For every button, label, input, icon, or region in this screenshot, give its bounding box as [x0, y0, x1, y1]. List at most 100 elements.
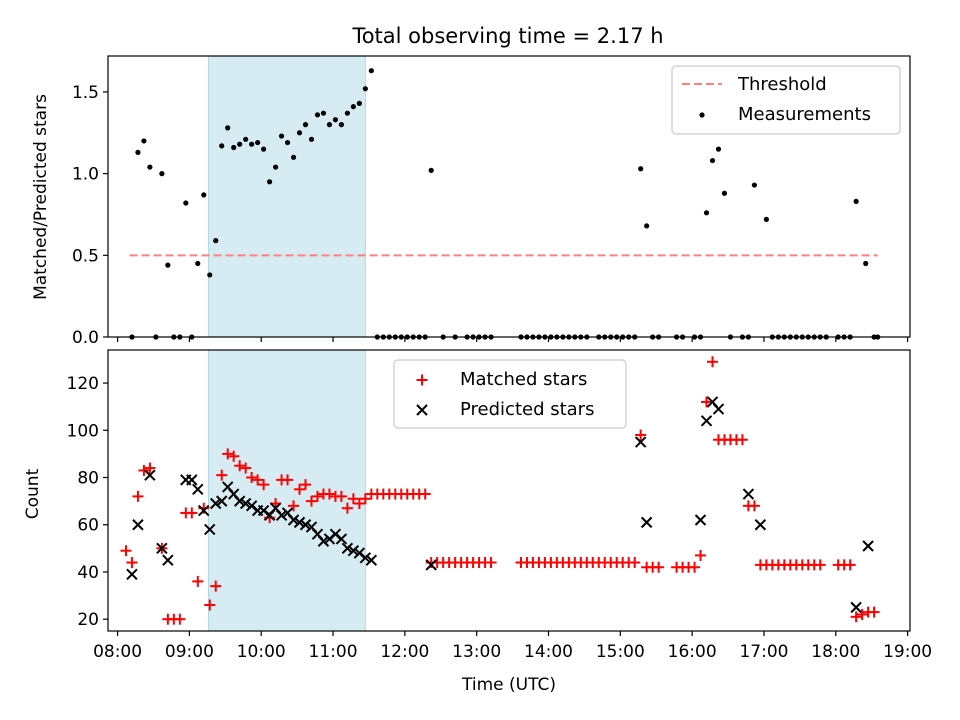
count-y-axis-label: Count: [23, 468, 43, 519]
x-tick-label: 19:00: [883, 642, 932, 662]
predicted-star-point: [216, 495, 228, 507]
matched-star-point: [635, 429, 647, 441]
matched-star-points: [120, 356, 880, 625]
count-subplot: 08:00 09:00 10:00 11:00 12:00 13:00 14:00 15:00…: [23, 349, 932, 695]
x-tick-label: 18:00: [811, 642, 860, 662]
measurement-point: [266, 179, 273, 185]
matched-star-point: [252, 474, 264, 486]
matched-star-point: [850, 611, 862, 623]
figure-title: Total observing time = 2.17 h: [351, 24, 663, 48]
predicted-star-point: [293, 516, 306, 529]
legend-predicted-swatch: [416, 404, 428, 416]
cross-stroke: [754, 519, 767, 531]
cross-stroke: [694, 514, 707, 526]
y-tick-label: 0.5: [72, 246, 99, 266]
predicted-star-point: [239, 497, 252, 510]
measurement-point: [638, 166, 644, 172]
predicted-star-point: [156, 542, 168, 555]
cross-stroke: [245, 500, 258, 512]
measurement-point: [183, 200, 189, 206]
legend-predicted-label: Predicted stars: [460, 399, 594, 420]
predicted-star-point: [365, 554, 378, 566]
matched-star-point: [258, 479, 270, 491]
matched-star-point: [210, 580, 222, 592]
cross-stroke: [233, 495, 246, 507]
measurement-point: [141, 138, 147, 144]
x-tick-label: 15:00: [596, 642, 645, 662]
matched-star-point: [701, 396, 713, 408]
legend-matched-swatch: [416, 374, 428, 386]
matched-star-point: [347, 493, 359, 505]
matched-star-point: [359, 493, 371, 505]
cross-stroke: [162, 554, 174, 566]
observing-window-span: [208, 56, 366, 337]
ratio-x-ticks: [116, 337, 909, 342]
predicted-star-point: [192, 483, 204, 496]
y-tick-label: 20: [77, 610, 99, 630]
measurement-point: [261, 146, 267, 152]
cross-stroke: [186, 474, 198, 486]
cross-stroke: [850, 601, 862, 614]
predicted-star-point: [754, 519, 767, 531]
ratio-y-ticks: 0.0 0.5 1.0 1.5: [72, 83, 108, 348]
predicted-star-point: [640, 516, 653, 529]
cross-stroke: [311, 528, 324, 540]
predicted-star-point: [186, 474, 198, 486]
measurement-point: [237, 141, 243, 147]
y-tick-label: 0.0: [72, 328, 99, 348]
measurement-point: [195, 260, 201, 267]
matched-star-point: [335, 490, 347, 502]
cross-stroke: [275, 509, 288, 522]
cross-stroke: [335, 533, 348, 545]
predicted-star-point: [850, 601, 862, 614]
measurement-point: [207, 272, 213, 278]
y-tick-label: 1.0: [72, 165, 99, 185]
cross-stroke: [239, 497, 252, 510]
measurement-point: [225, 125, 231, 131]
matched-star-point: [868, 606, 880, 618]
legend-cross-marker: [416, 404, 428, 416]
cross-stroke: [287, 514, 300, 526]
cross-stroke: [305, 521, 318, 533]
cross-stroke: [712, 403, 725, 415]
measurement-point: [278, 133, 285, 139]
measurement-point: [165, 262, 171, 268]
measurement-point: [302, 122, 309, 128]
measurement-point: [763, 216, 769, 222]
measurement-point: [362, 86, 368, 92]
cross-stroke: [126, 568, 138, 581]
matched-star-point: [228, 450, 240, 462]
count-x-axis-label: Time (UTC): [461, 675, 556, 695]
cross-stroke: [299, 519, 312, 531]
measurement-point: [231, 144, 237, 151]
x-tick-label: 14:00: [524, 642, 573, 662]
measurement-point: [159, 171, 165, 177]
cross-stroke: [347, 545, 360, 557]
count-plot-frame: [107, 349, 911, 632]
cross-stroke: [144, 469, 156, 481]
cross-stroke: [742, 488, 755, 500]
legend-measurements-label: Measurements: [738, 104, 871, 125]
predicted-star-point: [634, 436, 647, 448]
cross-stroke: [634, 436, 647, 448]
measurement-point: [272, 164, 279, 170]
ratio-legend: Threshold Measurements: [671, 65, 901, 135]
cross-stroke: [221, 481, 234, 493]
ratio-legend-frame: [671, 65, 901, 135]
cross-stroke: [156, 542, 168, 555]
predicted-star-point: [700, 415, 713, 427]
matched-star-point: [323, 488, 335, 500]
measurement-point: [338, 122, 345, 128]
measurement-point: [751, 182, 757, 188]
measurement-point: [308, 136, 315, 142]
measurement-point: [314, 112, 321, 118]
predicted-star-point: [425, 559, 437, 571]
matched-star-point: [138, 464, 150, 476]
cross-stroke: [359, 552, 372, 564]
y-tick-label: 120: [67, 374, 99, 394]
measurement-point: [290, 154, 297, 160]
cross-stroke: [317, 535, 330, 547]
measurement-point: [344, 110, 351, 116]
cross-stroke: [227, 488, 240, 500]
measurement-point: [368, 68, 374, 74]
